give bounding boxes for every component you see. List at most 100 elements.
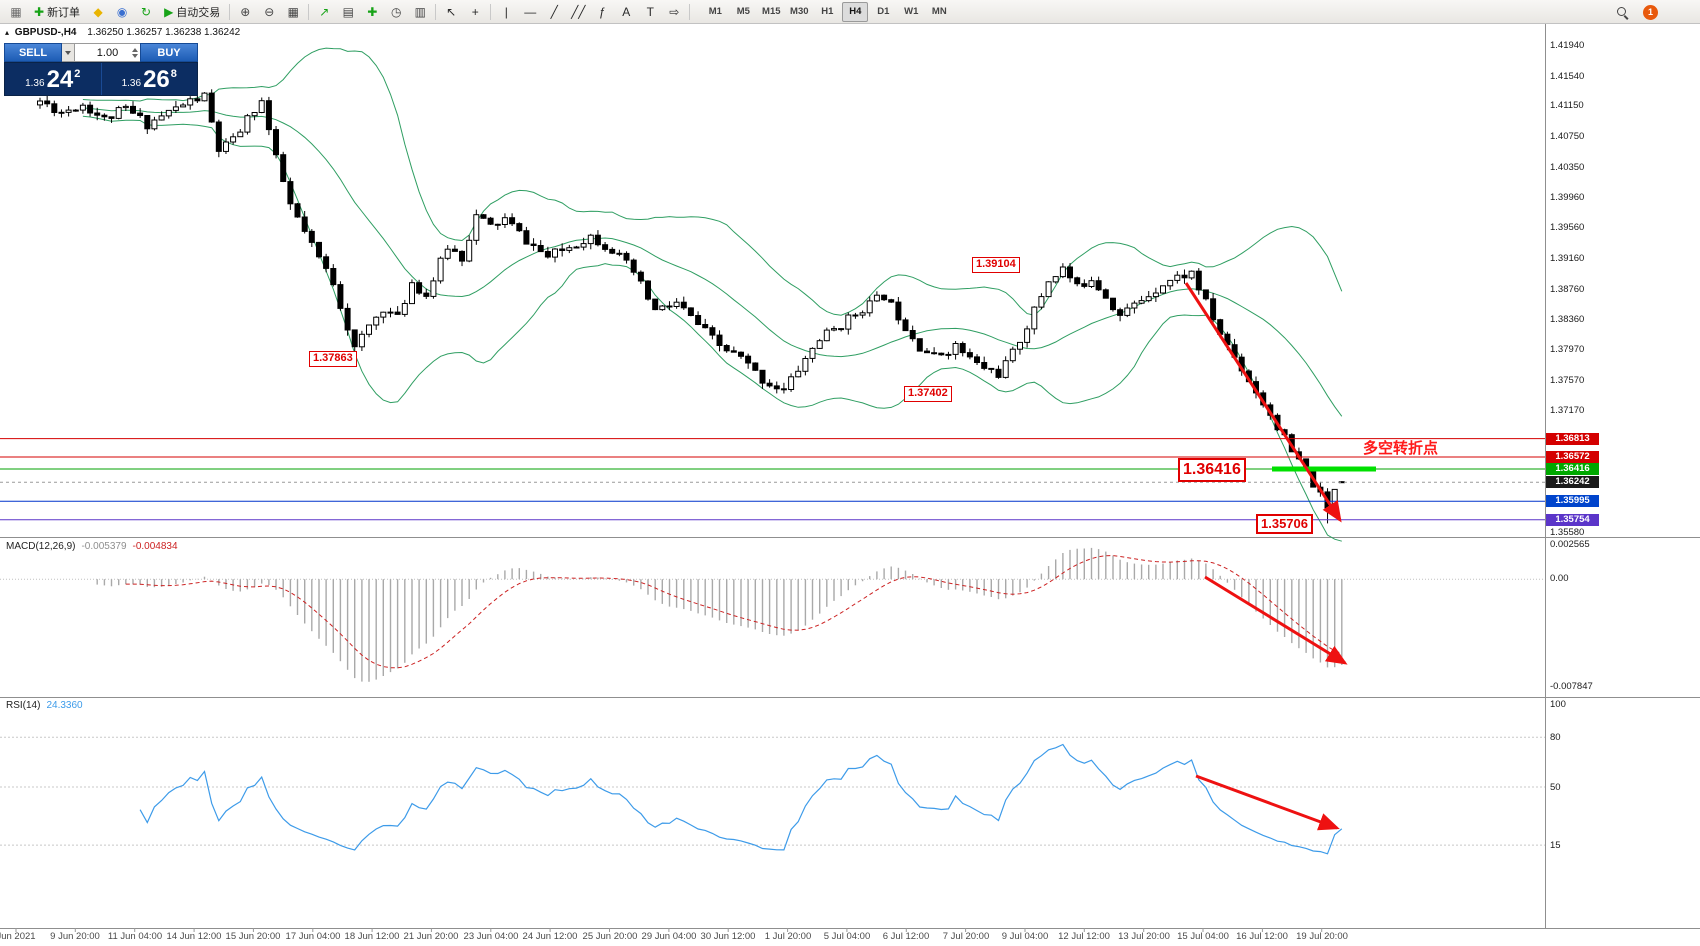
timeframe-button-H1[interactable]: H1 — [821, 6, 834, 17]
lot-increase-button[interactable] — [132, 45, 138, 52]
timeframe-button-M5[interactable]: M5 — [736, 6, 750, 17]
new-order-button[interactable]: ✚ 新订单 — [28, 1, 86, 23]
timeframe-button-M30[interactable]: M30 — [790, 6, 809, 17]
turning-point-annotation[interactable]: 多空转折点 — [1363, 440, 1439, 457]
timeframe-button-MN[interactable]: MN — [931, 6, 947, 17]
buy-price-display[interactable]: 1.36 26 8 — [102, 63, 198, 95]
price-tag-1.35995: 1.35995 — [1546, 495, 1599, 507]
text-label-icon: T — [646, 4, 654, 19]
zoom-out-button[interactable]: ⊖ — [257, 1, 281, 23]
lot-size-field[interactable]: 1.00 — [75, 43, 140, 62]
time-label: 5 Jul 04:00 — [823, 931, 871, 942]
candlestick-series — [37, 89, 1345, 524]
text-button[interactable]: A — [614, 1, 638, 23]
autotrading-label: 自动交易 — [176, 6, 221, 19]
text-label-button[interactable]: T — [638, 1, 662, 23]
sell-price-display[interactable]: 1.36 24 2 — [5, 63, 101, 95]
indicators-button[interactable]: ↗ — [312, 1, 336, 23]
price-callout-1.37402[interactable]: 1.37402 — [904, 386, 952, 402]
trend-arrow-2[interactable] — [1204, 575, 1348, 665]
market-watch-icon: ◉ — [116, 4, 128, 19]
price-callout-1.35706[interactable]: 1.35706 — [1256, 514, 1313, 535]
buy-price-main: 26 — [143, 66, 170, 93]
search-button[interactable] — [1610, 1, 1634, 23]
toolbar-separator — [490, 3, 492, 20]
timeframe-button-D1[interactable]: D1 — [877, 6, 890, 17]
support-highlight-segment[interactable] — [1272, 466, 1376, 472]
timeframe-button-M1[interactable]: M1 — [708, 6, 722, 17]
notification-badge[interactable]: 1 — [1643, 4, 1658, 20]
zoom-in-button[interactable]: ⊕ — [233, 1, 257, 23]
crosshair-button[interactable]: + — [463, 1, 487, 23]
rsi-axis-label: 100 — [1550, 699, 1566, 710]
tile-windows-icon: ▦ — [287, 4, 299, 19]
chart-window-button[interactable]: ▦ — [4, 1, 28, 23]
price-tag-1.35754: 1.35754 — [1546, 514, 1599, 526]
time-label: 18 Jun 12:00 — [344, 931, 400, 942]
shapes-button[interactable]: ⇨ — [662, 1, 686, 23]
indicators-icon: ↗ — [319, 4, 330, 19]
price-divider — [100, 63, 102, 95]
rsi-axis-label: 15 — [1550, 840, 1561, 851]
refresh-button[interactable]: ↻ — [134, 1, 158, 23]
period-button[interactable]: ◷ — [384, 1, 408, 23]
timeframe-button-W1[interactable]: W1 — [904, 6, 919, 17]
cursor-button[interactable]: ↖ — [439, 1, 463, 23]
rsi-axis-label: 80 — [1550, 732, 1561, 743]
lot-decrease-button[interactable] — [132, 54, 138, 61]
price-tick-label: 1.38360 — [1550, 314, 1585, 325]
quote-ohlc: 1.36250 1.36257 1.36238 1.36242 — [87, 27, 241, 38]
sell-price-base: 1.36 — [25, 78, 45, 89]
timeframe-button-M15[interactable]: M15 — [762, 6, 781, 17]
tile-windows-button[interactable]: ▦ — [281, 1, 305, 23]
macd-name: MACD(12,26,9) — [6, 541, 76, 552]
autotrading-button[interactable]: ▶ 自动交易 — [158, 1, 226, 23]
channel-button[interactable]: ╱╱ — [566, 1, 590, 23]
time-label: 6 Jul 12:00 — [882, 931, 930, 942]
sell-button[interactable]: SELL — [4, 43, 62, 62]
add-indicator-button[interactable]: ✚ — [360, 1, 384, 23]
sell-price-main: 24 — [46, 66, 74, 93]
toolbar-right: 1 — [1610, 0, 1658, 24]
trendline-icon: ╱ — [550, 4, 558, 19]
collapse-panel-icon[interactable]: ▴ — [5, 28, 10, 37]
timeframe-button-H4[interactable]: H4 — [842, 1, 869, 22]
fibonacci-button[interactable]: ƒ — [590, 1, 614, 23]
toolbar-separator — [689, 3, 691, 20]
time-label: 7 Jul 20:00 — [942, 931, 990, 942]
rsi-line — [139, 743, 1343, 855]
rsi-name: RSI(14) — [6, 700, 41, 711]
price-callout-1.37863[interactable]: 1.37863 — [309, 351, 357, 367]
time-label: 1 Jul 20:00 — [764, 931, 812, 942]
lot-dropdown-icon[interactable] — [62, 43, 75, 62]
symbol-title: GBPUSD-,H4 — [14, 27, 77, 38]
buy-button[interactable]: BUY — [140, 43, 198, 62]
metaeditor-button[interactable]: ◆ — [86, 1, 110, 23]
trend-arrow-1[interactable] — [1184, 282, 1342, 523]
data-window-button[interactable]: ▤ — [336, 1, 360, 23]
panel-borders — [0, 24, 1700, 929]
time-label: 21 Jun 20:00 — [403, 931, 459, 942]
time-label: 13 Jul 20:00 — [1118, 931, 1170, 942]
chart-properties-button[interactable]: ▥ — [408, 1, 432, 23]
price-callout-1.39104[interactable]: 1.39104 — [972, 257, 1020, 273]
vertical-line-button[interactable]: | — [494, 1, 518, 23]
time-label: 25 Jun 20:00 — [582, 931, 638, 942]
shapes-icon: ⇨ — [669, 4, 680, 19]
market-watch-button[interactable]: ◉ — [110, 1, 134, 23]
timeframe-toolbar: M1 M5 M15 M30 H1 H4 D1 W1 MN — [701, 1, 953, 22]
metaeditor-icon: ◆ — [93, 4, 103, 19]
horizontal-line-icon: — — [524, 4, 537, 19]
price-callout-1.36416[interactable]: 1.36416 — [1178, 458, 1246, 482]
time-label: 30 Jun 12:00 — [700, 931, 756, 942]
horizontal-line-button[interactable]: — — [518, 1, 542, 23]
price-tick-label: 1.39960 — [1550, 192, 1585, 203]
trend-arrow-3[interactable] — [1195, 774, 1340, 831]
period-icon: ◷ — [391, 4, 402, 19]
zoom-in-icon: ⊕ — [240, 4, 251, 19]
price-tag-1.36416: 1.36416 — [1546, 463, 1599, 475]
price-tick-label: 1.37170 — [1550, 405, 1585, 416]
trendline-button[interactable]: ╱ — [542, 1, 566, 23]
